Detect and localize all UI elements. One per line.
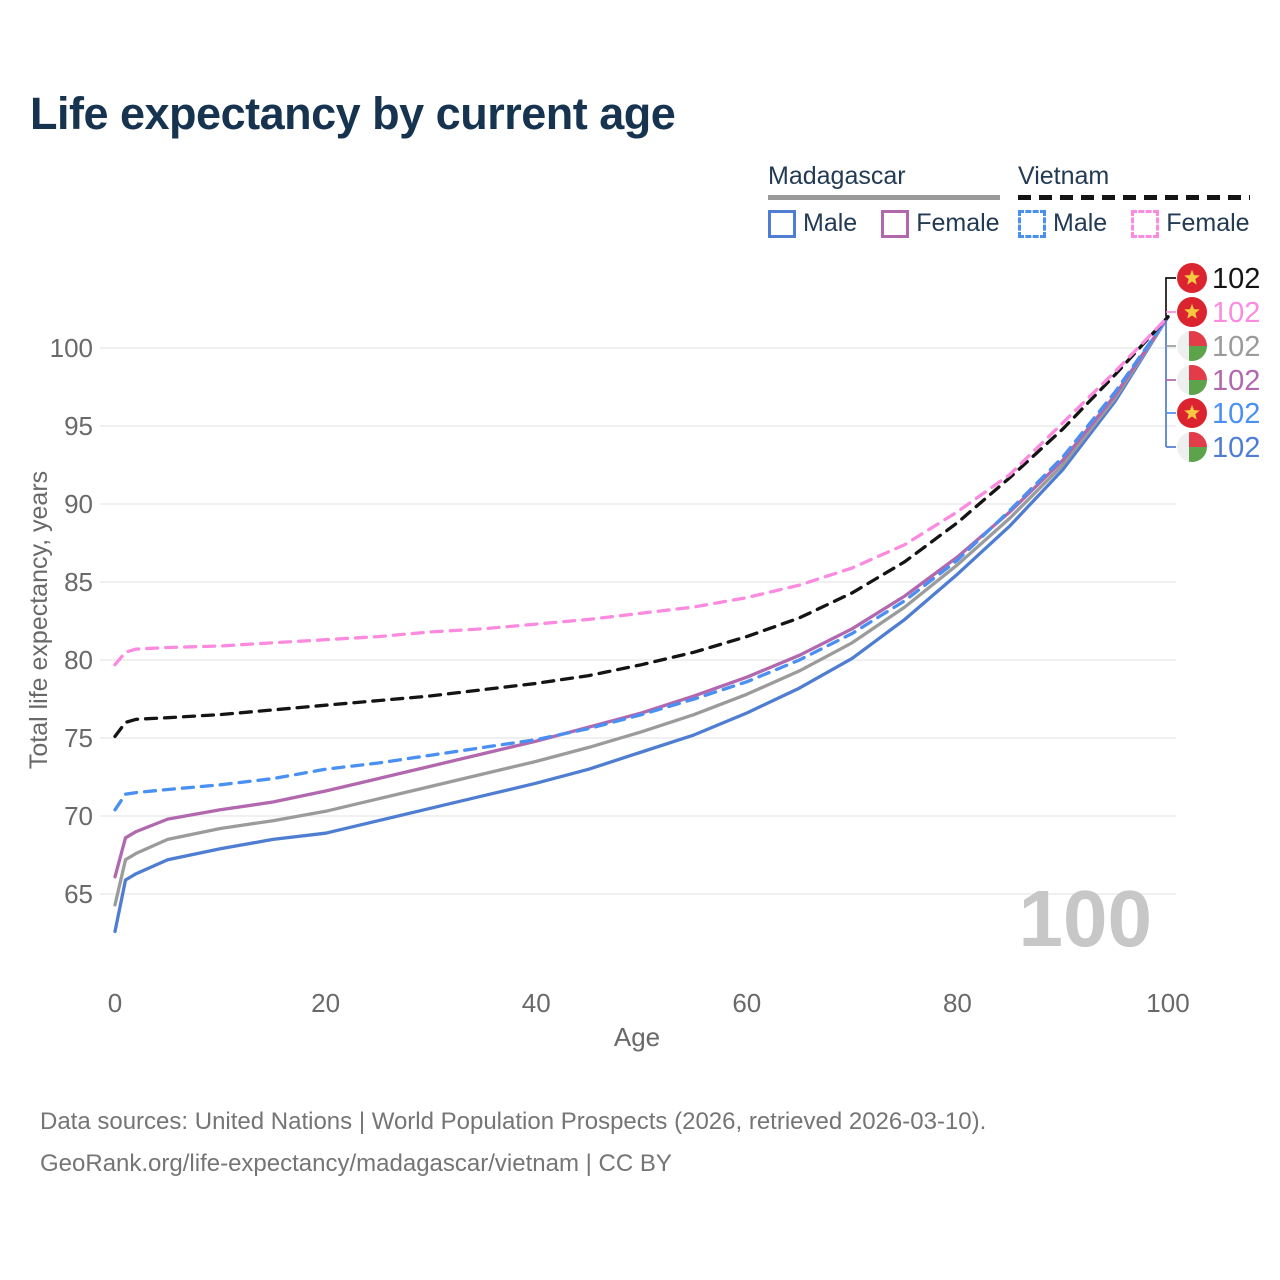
legend-country-vietnam[interactable]: Vietnam [1018, 162, 1110, 190]
end-label-vietnam_female[interactable]: 102 [1177, 297, 1260, 329]
end-label-value: 102 [1212, 398, 1260, 430]
x-tick-label: 60 [732, 988, 761, 1018]
end-label-vietnam_male[interactable]: 102 [1177, 398, 1260, 430]
y-tick-label: 90 [64, 489, 93, 519]
series-line-vietnam_both[interactable] [113, 315, 1170, 739]
legend-underline-madagascar [768, 195, 1000, 200]
madagascar-flag-icon [1177, 432, 1207, 462]
legend-label: Female [916, 209, 1000, 237]
legend-item-madagascar-female[interactable]: Female [881, 209, 1000, 238]
madagascar-male-swatch-icon [768, 209, 796, 238]
end-label-madagascar_male[interactable]: 102 [1177, 432, 1260, 464]
madagascar-flag-icon [1177, 331, 1207, 361]
end-label-value: 102 [1212, 331, 1260, 363]
series-line-vietnam_male[interactable] [113, 315, 1170, 812]
y-tick-label: 75 [64, 723, 93, 753]
footer-attribution-link[interactable]: GeoRank.org/life-expectancy/madagascar/v… [40, 1150, 672, 1177]
axis-ticks: 65 70 75 80 85 90 95 100 0 20 40 60 80 100 [50, 333, 1190, 1018]
x-tick-label: 20 [311, 988, 340, 1018]
y-tick-label: 65 [64, 879, 93, 909]
x-tick-label: 0 [108, 988, 122, 1018]
vietnam-flag-icon [1177, 297, 1207, 327]
y-tick-label: 95 [64, 411, 93, 441]
end-label-vietnam_both[interactable]: 102 [1177, 263, 1260, 295]
y-tick-label: 100 [50, 333, 93, 363]
x-axis-title: Age [614, 1022, 660, 1052]
line-chart-canvas[interactable]: 100 65 70 75 80 85 90 95 100 0 20 40 60 80 100 Age Total… [0, 240, 1280, 1080]
series-line-madagascar_both[interactable] [113, 315, 1170, 907]
end-label-value: 102 [1212, 365, 1260, 397]
legend-country-madagascar[interactable]: Madagascar [768, 162, 906, 190]
y-tick-label: 80 [64, 645, 93, 675]
legend-underline-vietnam [1018, 195, 1250, 200]
x-tick-label: 100 [1146, 988, 1189, 1018]
vietnam-flag-icon [1177, 398, 1207, 428]
legend-group-vietnam: Vietnam Male Female [1018, 162, 1250, 238]
y-axis-title: Total life expectancy, years [25, 471, 53, 769]
legend-label: Male [1053, 209, 1108, 237]
series-line-vietnam_female[interactable] [113, 315, 1170, 667]
legend-item-vietnam-female[interactable]: Female [1131, 209, 1250, 238]
x-tick-label: 80 [943, 988, 972, 1018]
footer-data-sources: Data sources: United Nations | World Pop… [40, 1108, 987, 1135]
series-line-madagascar_female[interactable] [113, 315, 1170, 879]
vietnam-female-swatch-icon [1131, 209, 1160, 238]
end-label-madagascar_both[interactable]: 102 [1177, 331, 1260, 363]
end-label-value: 102 [1212, 297, 1260, 329]
series-line-madagascar_male[interactable] [113, 315, 1170, 934]
legend-item-vietnam-male[interactable]: Male [1018, 209, 1107, 238]
gridlines [100, 347, 1176, 895]
y-tick-label: 70 [64, 801, 93, 831]
end-label-value: 102 [1212, 263, 1260, 295]
watermark-age-counter: 100 [1019, 874, 1152, 963]
legend-label: Male [803, 209, 858, 237]
legend-group-madagascar: Madagascar Male Female [768, 162, 1000, 238]
y-tick-label: 85 [64, 567, 93, 597]
page-title: Life expectancy by current age [30, 88, 676, 139]
legend-label: Female [1166, 209, 1250, 237]
x-tick-label: 40 [522, 988, 551, 1018]
end-label-value: 102 [1212, 432, 1260, 464]
legend-item-madagascar-male[interactable]: Male [768, 209, 857, 238]
madagascar-flag-icon [1177, 365, 1207, 395]
vietnam-flag-icon [1177, 263, 1207, 293]
madagascar-female-swatch-icon [881, 209, 910, 238]
vietnam-male-swatch-icon [1018, 209, 1046, 238]
end-label-connectors [1165, 277, 1176, 448]
end-label-madagascar_female[interactable]: 102 [1177, 365, 1260, 397]
